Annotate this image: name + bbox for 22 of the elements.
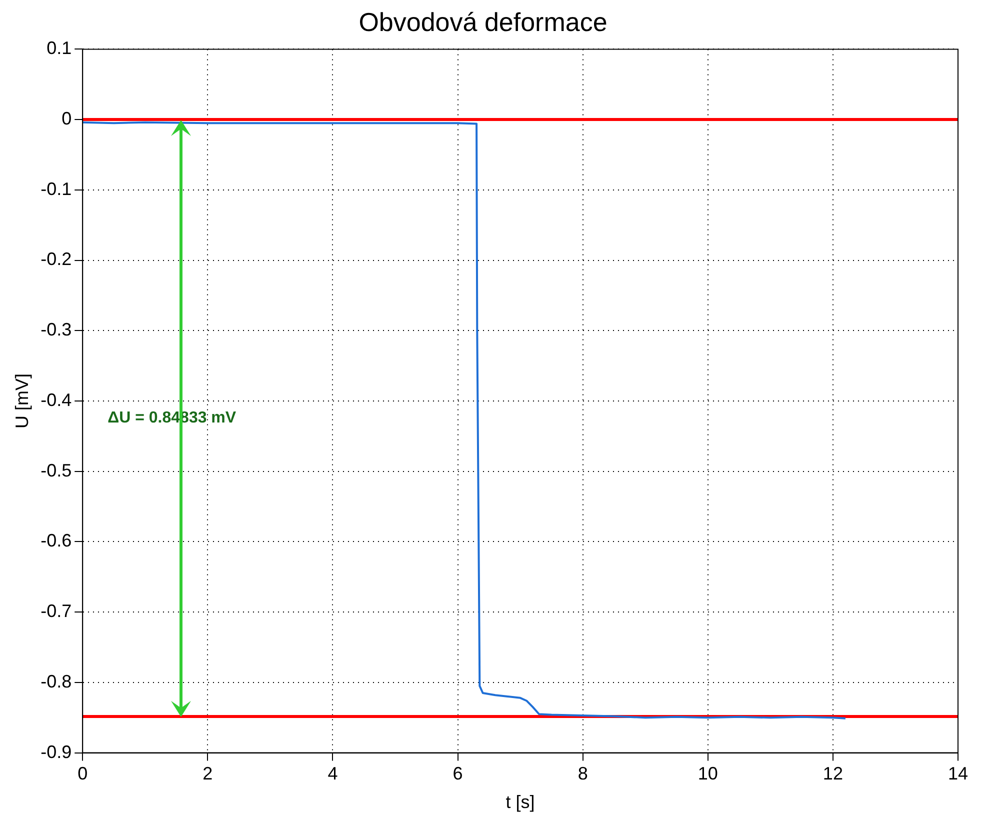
y-tick-label: -0.8 <box>40 671 72 692</box>
y-tick-label: -0.9 <box>40 742 72 762</box>
x-tick-label: 0 <box>78 764 88 784</box>
y-axis-title: U [mV] <box>12 373 32 429</box>
y-tick-label: -0.2 <box>40 249 72 270</box>
y-tick-label: -0.5 <box>40 460 72 480</box>
y-tick-label: 0 <box>62 108 72 129</box>
y-tick-label: -0.7 <box>40 601 72 622</box>
x-tick-label: 12 <box>822 764 843 784</box>
x-axis-title: t [s] <box>506 792 535 812</box>
x-tick-label: 8 <box>578 764 588 784</box>
x-tick-label: 4 <box>328 764 338 784</box>
y-tick-label: -0.3 <box>40 320 72 340</box>
chart-title: Obvodová deformace <box>358 6 608 37</box>
y-tick-label: -0.6 <box>40 530 72 551</box>
x-tick-label: 6 <box>452 764 463 784</box>
x-tick-label: 2 <box>202 764 213 784</box>
y-tick-label: -0.1 <box>40 178 72 199</box>
y-tick-label: 0.1 <box>46 38 72 58</box>
y-tick-label: -0.4 <box>40 390 72 410</box>
x-tick-label: 10 <box>698 764 718 784</box>
x-tick-label: 14 <box>948 764 968 784</box>
